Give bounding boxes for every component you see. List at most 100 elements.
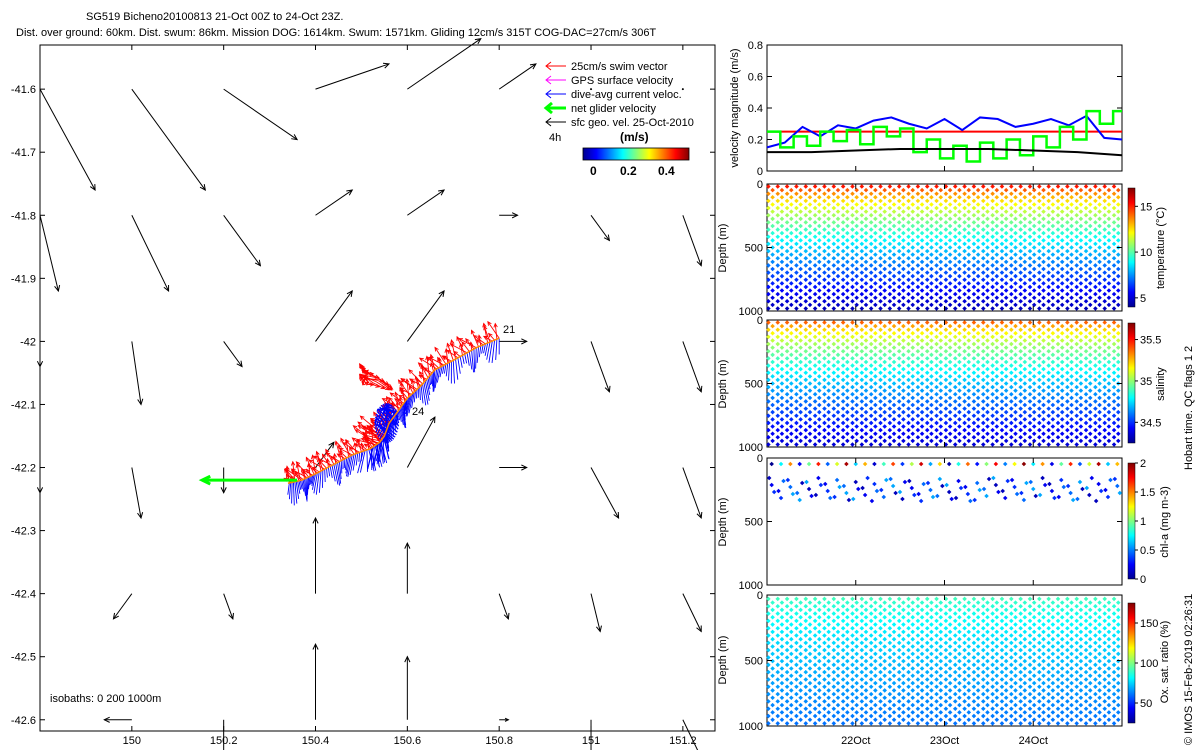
velocity-series — [766, 109, 1123, 163]
map-xtick-label: 150.8 — [485, 735, 513, 747]
profile-dot — [850, 291, 855, 297]
profile-dot — [775, 255, 781, 261]
swim-vector — [322, 453, 331, 467]
geo-vector — [131, 215, 170, 292]
profile-dot — [934, 255, 939, 261]
profile-dot — [938, 295, 944, 300]
profile-dot — [784, 284, 790, 290]
swim-vector-head — [408, 378, 414, 383]
profile-dot — [766, 284, 771, 290]
swim-vector-head — [437, 357, 442, 363]
profile-dot — [938, 273, 944, 279]
swim-vector-head — [336, 453, 342, 458]
profile-dot — [779, 281, 785, 286]
swim-vector — [458, 338, 477, 349]
profile-dot — [770, 259, 775, 265]
swim-vector — [471, 330, 479, 347]
profile-dot — [919, 266, 925, 272]
profile-dot — [966, 281, 972, 286]
profile-dot — [966, 302, 972, 308]
profile-dot — [822, 291, 827, 297]
profile-dot — [798, 281, 803, 286]
profile-dot — [882, 281, 887, 286]
dac-vector — [457, 357, 461, 374]
geo-vector — [682, 215, 702, 266]
profile-dot — [850, 306, 855, 311]
swim-vector-head — [290, 470, 296, 475]
dac-vector — [346, 455, 351, 477]
swim-vector-head — [414, 375, 419, 381]
dac-vector — [402, 404, 407, 426]
swim-vector-head — [469, 341, 474, 347]
velocity-series-2 — [767, 109, 1122, 163]
dac-vector — [448, 362, 451, 381]
profile-dot — [803, 284, 809, 290]
profile-dot — [887, 277, 893, 283]
legend-scale-note: 4h — [549, 132, 561, 144]
profile-dot — [934, 270, 939, 275]
geo-vector-head — [521, 338, 528, 345]
geo-vector — [315, 189, 353, 216]
swim-vector — [345, 440, 350, 457]
swim-vector — [307, 465, 318, 474]
profile-dot — [850, 299, 855, 304]
map-xtick-label: 150 — [123, 735, 141, 747]
profile-dot — [924, 255, 930, 261]
profile-dot — [840, 284, 846, 290]
temperature-ylabel: Depth (m) — [717, 224, 729, 273]
geo-vector-head — [137, 398, 144, 406]
geo-vector-head — [312, 516, 319, 524]
swim-vector — [365, 430, 370, 450]
swim-vector-head — [373, 411, 378, 417]
geo-vector-head — [163, 284, 170, 292]
profile-dot — [938, 302, 944, 308]
swim-vector — [487, 321, 500, 339]
profile-dot — [817, 288, 822, 293]
map-ticks: 150 150.2 150.4 150.6 150.8 151 151.2-41.6-41.… — [11, 45, 715, 747]
geo-vector-head — [328, 441, 335, 449]
swim-vector-head — [315, 450, 320, 456]
track-line — [287, 337, 500, 485]
profile-dot — [859, 284, 865, 290]
geo-vector-head — [438, 189, 446, 196]
velocity-ytick-label: 0.2 — [748, 135, 763, 147]
swim-vector-head — [390, 400, 396, 406]
swim-vector-head — [408, 384, 413, 390]
chart-subtitle: Dist. over ground: 60km. Dist. swum: 86k… — [16, 27, 656, 39]
profile-dot — [859, 263, 865, 268]
profile-dot — [845, 266, 850, 272]
profile-dot — [784, 255, 790, 261]
profile-dot — [924, 291, 930, 297]
swim-vector-head — [470, 329, 475, 335]
dac-vector — [377, 408, 395, 438]
swim-vector — [302, 470, 305, 479]
annotation-21: 21 — [503, 324, 515, 336]
map-xtick-label: 150.4 — [302, 735, 330, 747]
swim-vector — [421, 364, 425, 383]
geo-vector — [590, 467, 620, 519]
swim-vector — [399, 396, 403, 406]
profile-dot — [845, 302, 850, 308]
dac-vector — [301, 480, 305, 492]
swim-vector-head — [417, 362, 423, 367]
profile-dot — [779, 266, 785, 272]
dac-vector — [462, 355, 465, 364]
swim-vector-head — [338, 447, 344, 452]
dac-vector — [331, 465, 336, 482]
map-colorbar-tick-2: 0.4 — [658, 164, 675, 178]
profile-dot — [971, 255, 977, 261]
geo-vector-head — [604, 385, 611, 393]
swim-vector-head — [387, 383, 393, 388]
dac-vector — [443, 364, 447, 374]
profile-dot — [919, 259, 925, 265]
map-ytick-label: -42.6 — [11, 715, 36, 727]
profile-dot — [766, 270, 771, 275]
dac-vector — [358, 452, 361, 462]
swim-vector-head — [361, 367, 366, 372]
profile-dot — [812, 284, 818, 290]
geo-vector-head — [54, 284, 61, 293]
map-ytick-label: -41.8 — [11, 210, 36, 222]
profile-dot — [878, 255, 883, 261]
profile-dot — [947, 259, 953, 265]
